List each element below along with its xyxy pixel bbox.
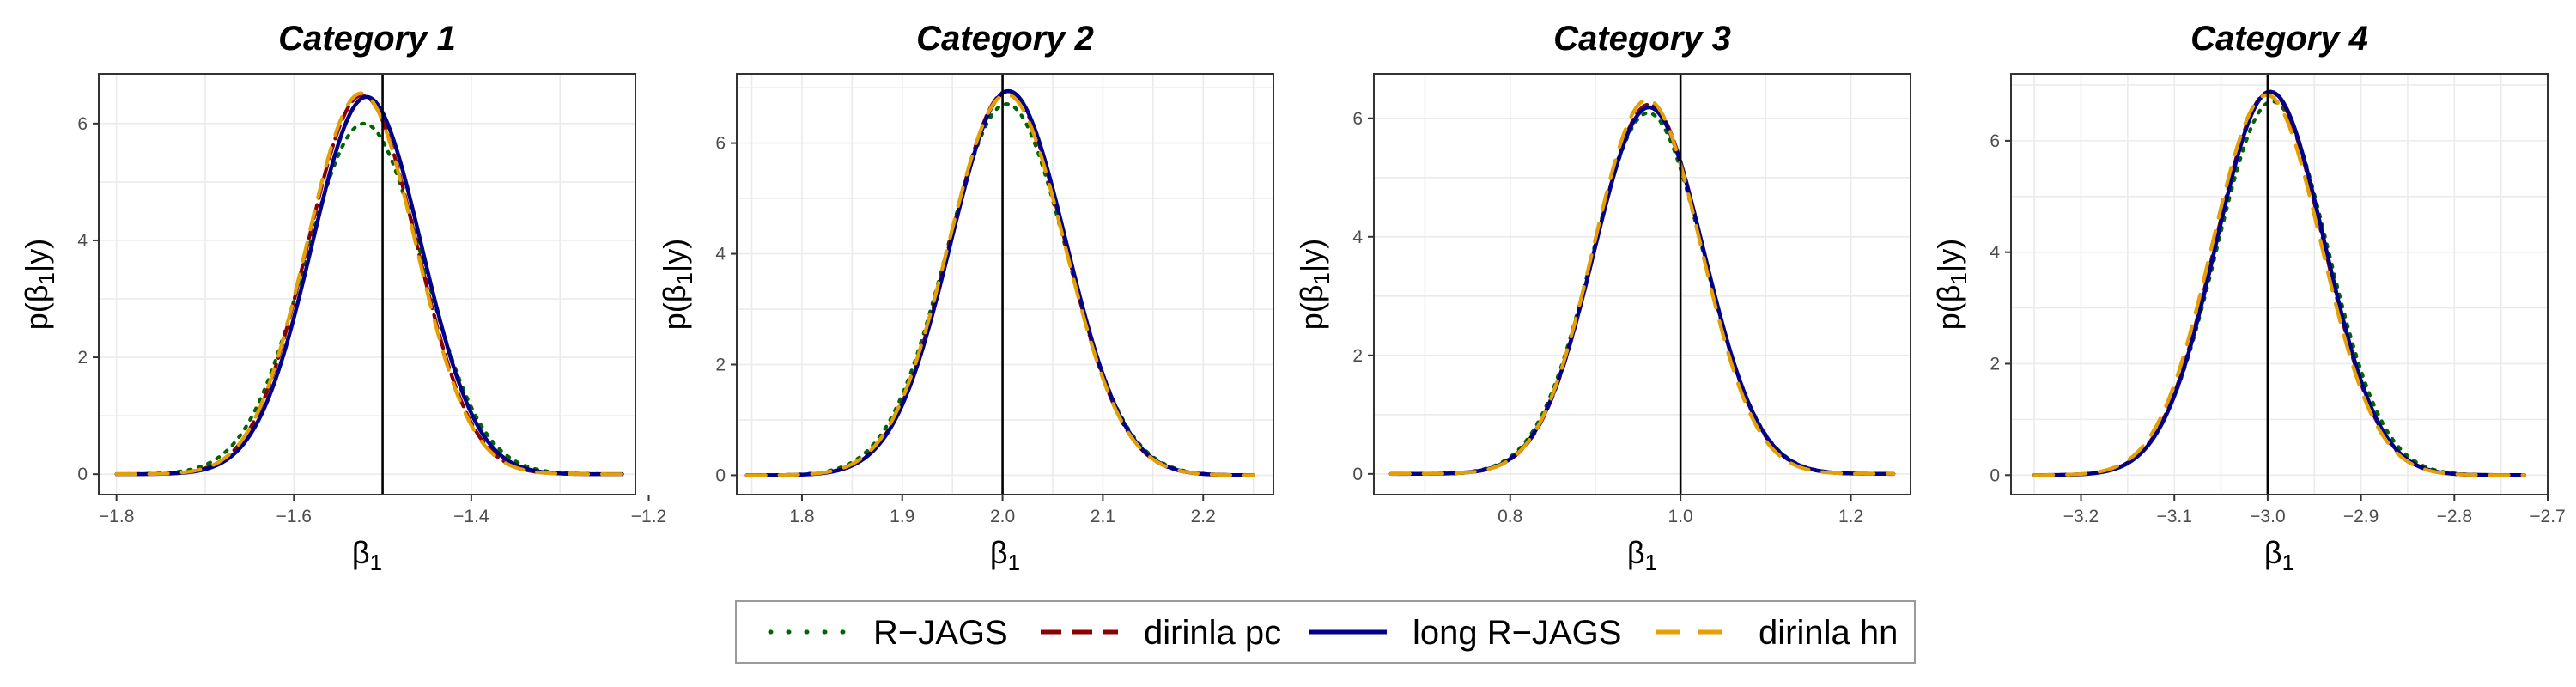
y-axis-title: p(β1|y) — [1294, 239, 1334, 331]
x-tick-label: −2.8 — [2437, 507, 2472, 526]
legend-label: dirinla pc — [1144, 614, 1281, 652]
y-tick-label: 2 — [1990, 354, 2000, 374]
y-tick-label: 4 — [77, 231, 88, 251]
panel-2: 1.8 1.9 2.0 2.1 2.2 0 2 4 6 Category 2 β1 p(β1|y) — [657, 20, 1274, 575]
series-group — [744, 88, 1255, 477]
series-group — [114, 91, 624, 477]
gridlines — [2011, 74, 2549, 495]
x-tick-label: −1.6 — [276, 507, 312, 526]
y-tick-label: 6 — [715, 134, 726, 154]
y-tick-label: 2 — [1352, 346, 1363, 366]
series-line-dirinla-hn — [744, 92, 1255, 477]
y-tick-label: 4 — [1990, 243, 2000, 263]
y-tick-label: 4 — [1352, 228, 1363, 247]
plot-frame — [1373, 73, 1911, 495]
x-tick-label: −3.2 — [2063, 507, 2099, 526]
x-tick-label: −3.1 — [2156, 507, 2191, 526]
x-tick-label: −1.2 — [631, 507, 666, 526]
x-tick-label: −2.7 — [2530, 507, 2565, 526]
series-line-dirinla-hn — [1388, 98, 1896, 476]
y-axis-title: p(β1|y) — [1931, 239, 1971, 331]
gridlines — [737, 74, 1273, 495]
plot-frame — [98, 73, 636, 495]
plot-frame — [2010, 73, 2549, 495]
series-group — [1388, 98, 1896, 477]
panel-title: Category 1 — [278, 20, 456, 58]
y-tick-label: 6 — [77, 114, 88, 134]
x-axis-title: β1 — [352, 535, 382, 575]
plot-background — [99, 74, 635, 495]
y-tick-label: 4 — [715, 245, 726, 264]
legend-label: long R−JAGS — [1413, 614, 1621, 652]
legend-item: dirinla hn — [1656, 614, 1898, 652]
y-tick-label: 2 — [77, 348, 88, 368]
panel-title: Category 4 — [2190, 20, 2368, 58]
series-line-dirinla-hn — [2032, 93, 2526, 477]
x-tick-label: 1.0 — [1668, 507, 1693, 526]
x-tick-label: 2.2 — [1191, 507, 1216, 526]
series-group — [2032, 89, 2527, 477]
y-axis-title: p(β1|y) — [657, 239, 697, 331]
y-tick-label: 2 — [715, 355, 726, 374]
x-tick-label: 2.0 — [990, 507, 1015, 526]
y-tick-label: 0 — [715, 465, 726, 485]
x-tick-label: −1.8 — [99, 507, 134, 526]
panel-title: Category 2 — [916, 20, 1094, 58]
x-axis-title: β1 — [2264, 535, 2294, 575]
y-tick-label: 6 — [1990, 131, 2000, 151]
legend-item: long R−JAGS — [1309, 614, 1621, 652]
series-line-dirinla-hn — [114, 91, 624, 477]
y-tick-label: 0 — [1352, 465, 1363, 484]
y-tick-label: 0 — [77, 465, 88, 484]
y-axis-title: p(β1|y) — [19, 239, 59, 331]
y-tick-label: 6 — [1352, 109, 1363, 129]
x-tick-label: 1.2 — [1838, 507, 1863, 526]
gridlines — [99, 74, 635, 495]
y-tick-label: 0 — [1990, 465, 2000, 485]
x-tick-label: −2.9 — [2343, 507, 2379, 526]
plot-background — [2011, 74, 2548, 495]
panel-1: −1.8 −1.6 −1.4 −1.2 0 2 4 6 Category 1 β1 p(β1|y) — [19, 20, 666, 575]
panel-3: 0.8 1.0 1.2 0 2 4 6 Category 3 β1 p(β1|y) — [1294, 20, 1911, 575]
plot-background — [1374, 74, 1911, 495]
gridlines — [1374, 74, 1911, 495]
x-tick-label: 2.1 — [1091, 507, 1115, 526]
x-tick-label: −1.4 — [453, 507, 489, 526]
legend-item: R−JAGS — [768, 614, 1008, 652]
x-tick-label: 0.8 — [1498, 507, 1522, 526]
legend-label: R−JAGS — [873, 614, 1008, 652]
x-tick-label: −3.0 — [2250, 507, 2285, 526]
panel-4: −3.2 −3.1 −3.0 −2.9 −2.8 −2.7 0 2 4 6 Category 4 β1… — [1931, 20, 2566, 575]
plot-background — [737, 74, 1273, 495]
x-tick-label: 1.9 — [890, 507, 914, 526]
plot-frame — [736, 73, 1274, 495]
panel-title: Category 3 — [1553, 20, 1731, 58]
legend-item: dirinla pc — [1041, 614, 1281, 652]
x-tick-label: 1.8 — [789, 507, 814, 526]
legend-label: dirinla hn — [1759, 614, 1898, 652]
legend: R−JAGS dirinla pc long R−JAGS dirinla hn — [735, 600, 1916, 664]
x-axis-title: β1 — [990, 535, 1020, 575]
x-axis-title: β1 — [1627, 535, 1657, 575]
